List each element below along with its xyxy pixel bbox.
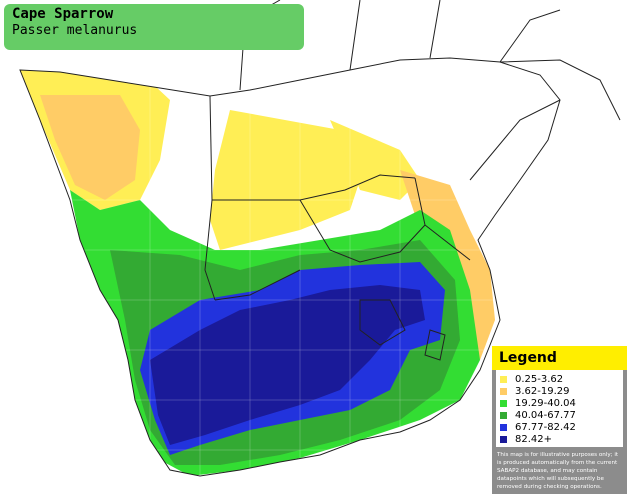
species-scientific-name: Passer melanurus xyxy=(12,23,138,38)
legend-heading: Legend xyxy=(492,346,627,370)
legend-item: 0.25-3.62 xyxy=(496,373,623,385)
legend-item: 3.62-19.29 xyxy=(496,385,623,397)
legend-label: 67.77-82.42 xyxy=(515,421,576,433)
legend-swatch xyxy=(500,387,507,395)
map-legend: Legend 0.25-3.62 3.62-19.29 19.29-40.04 … xyxy=(492,346,627,494)
legend-label: 3.62-19.29 xyxy=(515,385,570,397)
range-82.42-plus xyxy=(150,285,425,445)
range-3.62-19.29 xyxy=(40,95,140,200)
legend-label: 82.42+ xyxy=(515,433,553,445)
legend-disclaimer: This map is for illustrative purposes on… xyxy=(497,452,619,490)
legend-item: 40.04-67.77 xyxy=(496,409,623,421)
legend-swatch xyxy=(500,423,507,431)
legend-label: 0.25-3.62 xyxy=(515,373,564,385)
species-common-name: Cape Sparrow xyxy=(12,6,114,22)
legend-items: 0.25-3.62 3.62-19.29 19.29-40.04 40.04-6… xyxy=(496,370,623,447)
species-title-box: Cape Sparrow Passer melanurus xyxy=(4,4,304,50)
legend-label: 40.04-67.77 xyxy=(515,409,576,421)
legend-item: 67.77-82.42 xyxy=(496,421,623,433)
legend-label: 19.29-40.04 xyxy=(515,397,576,409)
legend-swatch xyxy=(500,435,507,443)
legend-item: 82.42+ xyxy=(496,433,623,445)
legend-swatch xyxy=(500,399,507,407)
legend-swatch xyxy=(500,411,507,419)
legend-item: 19.29-40.04 xyxy=(496,397,623,409)
legend-swatch xyxy=(500,375,507,383)
